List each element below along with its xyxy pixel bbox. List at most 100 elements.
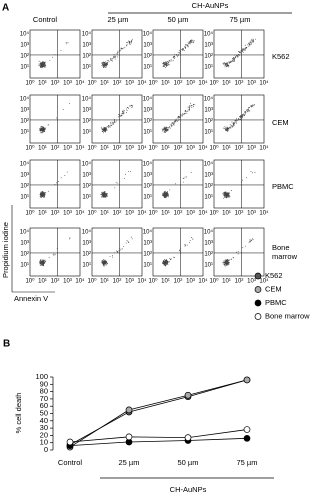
scatter-dot <box>114 121 116 123</box>
scatter-dot <box>225 260 227 262</box>
scatter-dot <box>163 63 165 65</box>
scatter-dot <box>226 126 228 128</box>
scatter-dot <box>168 194 170 196</box>
y-tick-label: 10² <box>20 118 29 124</box>
scatter-dot <box>44 259 46 261</box>
scatter-dot <box>130 236 132 238</box>
scatter-dot <box>172 123 174 125</box>
scatter-dot <box>229 126 231 128</box>
scatter-dot <box>173 56 174 57</box>
scatter-dot <box>100 126 102 128</box>
scatter-dot <box>107 60 109 61</box>
scatter-dot <box>235 120 237 122</box>
scatter-dot <box>247 109 249 110</box>
x-tick-label: 10¹ <box>222 146 231 152</box>
x-tick-label: 10² <box>51 146 60 152</box>
x-tick-label: 10⁴ <box>259 210 269 217</box>
x-tick-label: 10⁴ <box>75 278 85 285</box>
scatter-dot <box>106 262 108 264</box>
scatter-dot <box>104 193 106 194</box>
scatter-dot <box>226 195 228 197</box>
y-tick-label: 10⁴ <box>20 228 30 235</box>
scatter-dot <box>194 103 196 105</box>
scatter-dot <box>102 193 104 195</box>
scatter-dot <box>52 253 54 255</box>
scatter-dot <box>235 56 237 58</box>
scatter-dot <box>164 264 165 266</box>
scatter-dot <box>39 196 41 197</box>
scatter-dot <box>102 196 104 198</box>
x-tick-label: 10⁴ <box>198 145 208 152</box>
scatter-dot <box>120 115 122 117</box>
y-tick-label: 10³ <box>20 240 29 246</box>
scatter-dot <box>180 115 182 117</box>
scatter-dot <box>41 60 43 62</box>
scatter-dot <box>119 115 121 117</box>
scatter-dot <box>224 261 226 263</box>
y-tick-label: 10¹ <box>204 65 213 71</box>
scatter-dot <box>163 126 165 128</box>
scatter-dot <box>186 44 188 46</box>
x-tick-label: 10⁴ <box>198 278 208 285</box>
legend-marker <box>254 299 262 307</box>
scatter-dot <box>112 255 114 256</box>
scatter-dot <box>104 129 106 131</box>
scatter-dot <box>237 119 239 121</box>
row-label: K562 <box>272 52 290 61</box>
y-tick-label: 10⁴ <box>82 160 92 167</box>
scatter-dot <box>43 263 45 265</box>
scatter-dot <box>105 264 107 266</box>
x-tick-label: 10⁴ <box>259 278 269 285</box>
x-tick-label: 10³ <box>125 279 134 285</box>
scatter-dot <box>102 65 104 66</box>
scatter-dot <box>42 63 44 65</box>
scatter-dot <box>171 126 173 128</box>
scatter-dot <box>103 62 105 64</box>
scatter-dot <box>129 43 131 45</box>
x-tick-label: 10⁰ <box>25 145 35 152</box>
scatter-dot <box>165 65 167 67</box>
scatter-dot <box>224 264 226 266</box>
scatter-dot <box>249 240 251 242</box>
scatter-dot <box>112 123 113 125</box>
scatter-dot <box>44 61 46 63</box>
y-tick-label: 10¹ <box>20 195 29 201</box>
x-tick-label: 10⁰ <box>25 210 35 217</box>
scatter-dot <box>251 41 253 43</box>
scatter-dot <box>189 105 191 107</box>
y-tick-label: 10¹ <box>82 65 91 71</box>
scatter-dot <box>245 111 247 113</box>
scatter-dot <box>237 119 239 120</box>
scatter-dot <box>224 260 226 262</box>
y-tick-label: 10³ <box>20 42 29 48</box>
data-point <box>125 406 133 414</box>
scatter-dot <box>252 105 254 106</box>
y-tick-label: 50 <box>40 408 48 417</box>
scatter-dot <box>234 120 236 122</box>
scatter-dot <box>246 110 247 112</box>
scatter-dot <box>42 193 44 195</box>
scatter-dot <box>178 116 180 118</box>
plot-frame <box>91 159 143 209</box>
scatter-dot <box>122 109 124 111</box>
scatter-dot <box>185 111 187 112</box>
x-tick-label: 10⁴ <box>198 210 208 217</box>
scatter-dot <box>41 197 42 199</box>
series-line <box>69 437 248 447</box>
scatter-dot <box>241 115 243 117</box>
series-line <box>69 429 248 443</box>
scatter-dot <box>225 262 227 264</box>
x-tick-label: 10¹ <box>100 211 109 217</box>
scatter-dot <box>163 195 165 197</box>
scatter-dot <box>227 192 229 194</box>
scatter-dot <box>44 129 46 131</box>
scatter-dot <box>223 195 225 197</box>
scatter-dot <box>54 184 55 186</box>
scatter-dot <box>187 106 189 108</box>
scatter-dot <box>40 193 42 195</box>
scatter-dot <box>223 263 225 265</box>
scatter-dot <box>106 194 108 196</box>
scatter-dot <box>114 56 116 58</box>
scatter-dot <box>101 130 103 132</box>
column-label: 50 µm <box>168 15 189 24</box>
